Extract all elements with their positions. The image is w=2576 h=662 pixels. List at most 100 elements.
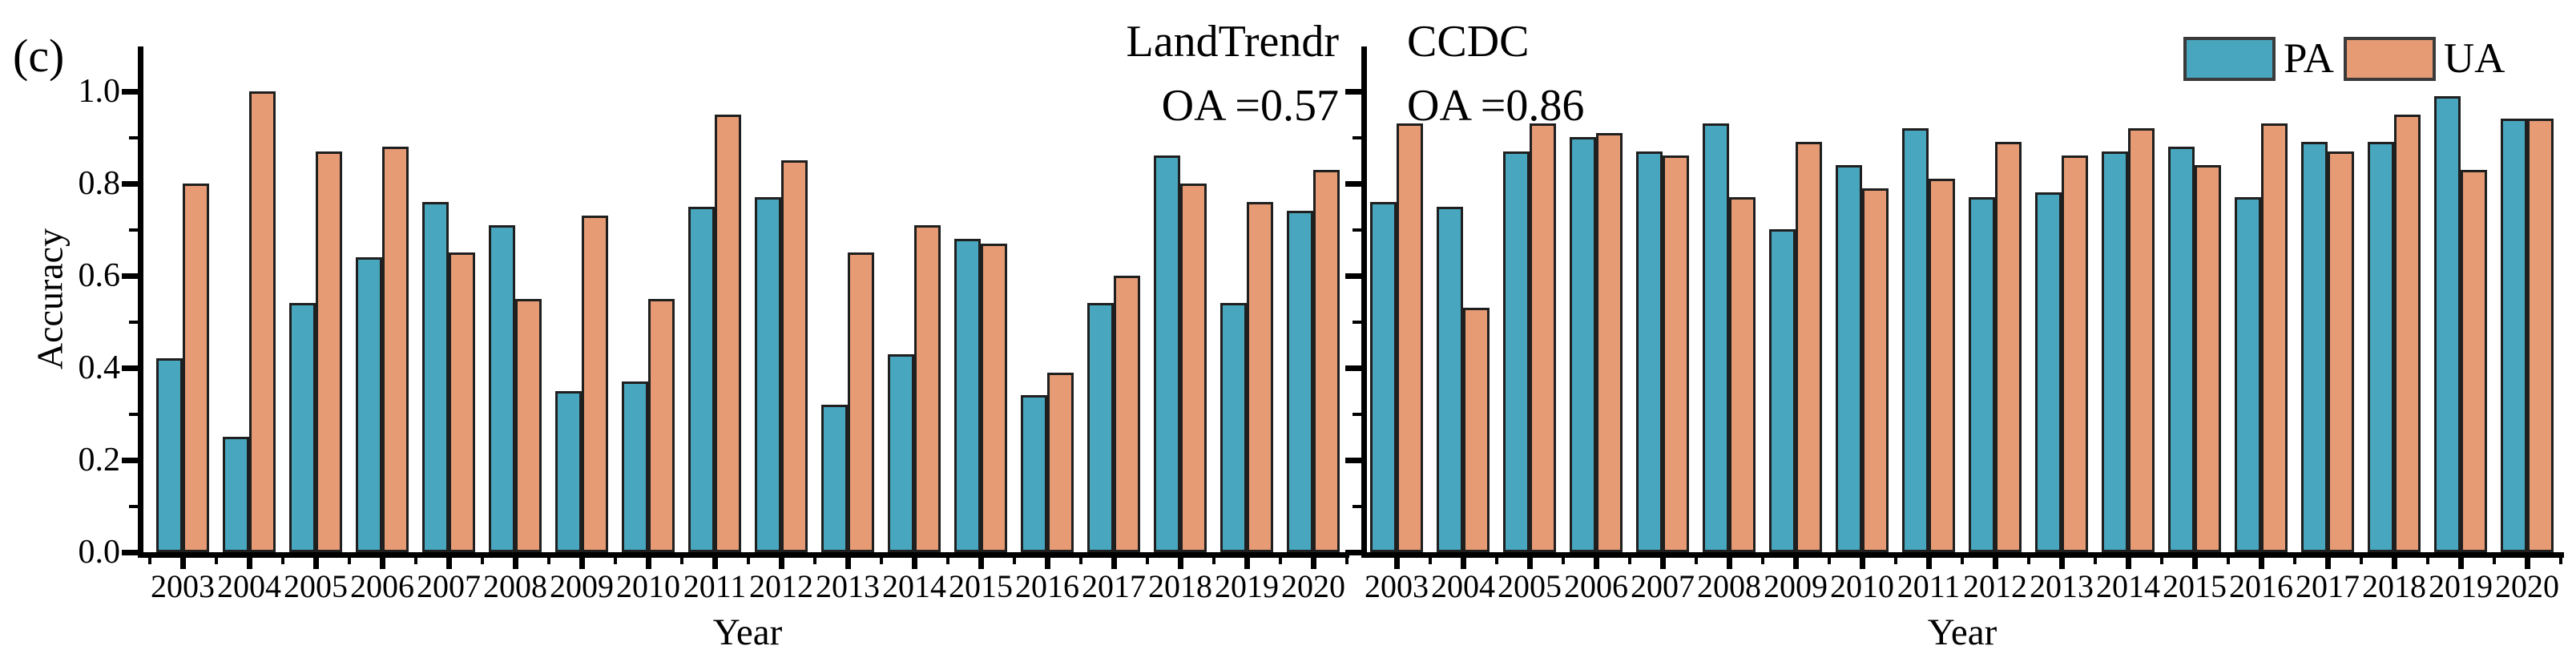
x-major-tick (512, 558, 518, 569)
panel-title-text: CCDC (1407, 17, 1530, 67)
x-minor-tick (679, 558, 683, 564)
bar-ua-2014 (914, 225, 941, 552)
bar-ua-2010 (648, 299, 675, 552)
x-minor-tick (1012, 558, 1016, 564)
bar-ua-2007 (449, 252, 475, 552)
y-tick-label-1.0: 1.0 (78, 73, 121, 110)
y-minor-tick (1353, 412, 1361, 416)
x-minor-tick (280, 558, 284, 564)
x-minor-tick (1694, 558, 1698, 564)
ccdc-panel-title: CCDC OA =0.86 (1407, 10, 1584, 138)
bar-pa-2007 (1636, 151, 1663, 552)
bar-pa-2019 (2434, 96, 2461, 552)
bar-ua-2012 (1995, 142, 2022, 552)
bar-pa-2016 (1021, 395, 1047, 552)
x-major-tick (712, 558, 718, 569)
bar-ua-2018 (1180, 184, 1207, 552)
x-axis-title-left: Year (712, 612, 783, 653)
y-major-tick (122, 549, 138, 555)
x-minor-tick (2026, 558, 2030, 564)
bar-pa-2011 (1902, 128, 1929, 552)
x-tick-label-2010: 2010 (616, 568, 680, 604)
x-major-tick (978, 558, 984, 569)
x-tick-label-2020: 2020 (2495, 568, 2559, 604)
x-major-tick (1044, 558, 1050, 569)
bar-pa-2003 (1370, 202, 1397, 552)
y-major-tick (1345, 180, 1361, 187)
bar-pa-2009 (555, 391, 582, 552)
x-major-tick (1726, 558, 1732, 569)
x-axis-title-right: Year (1927, 612, 1998, 653)
x-major-tick (2457, 558, 2464, 569)
figure-label: (c) (13, 30, 65, 82)
bar-ua-2017 (2328, 151, 2354, 552)
x-minor-tick (1627, 558, 1631, 564)
bar-pa-2005 (1503, 151, 1530, 552)
y-major-tick (122, 180, 138, 187)
x-minor-tick (347, 558, 351, 564)
x-major-tick (778, 558, 784, 569)
x-major-tick (1244, 558, 1250, 569)
x-major-tick (2258, 558, 2264, 569)
x-minor-tick (1561, 558, 1565, 564)
bar-pa-2013 (2035, 192, 2062, 552)
ua-legend-label: UA (2443, 34, 2505, 82)
x-minor-tick (945, 558, 949, 564)
x-minor-tick (2093, 558, 2097, 564)
x-major-tick (1177, 558, 1183, 569)
x-major-tick (445, 558, 452, 569)
bar-ua-2014 (2128, 128, 2155, 552)
x-tick-label-2006: 2006 (350, 568, 414, 604)
x-tick-label-2017: 2017 (1082, 568, 1146, 604)
bar-pa-2012 (1969, 197, 1995, 552)
bar-pa-2006 (1570, 137, 1596, 552)
x-tick-label-2008: 2008 (483, 568, 547, 604)
bar-ua-2015 (981, 244, 1007, 552)
bar-ua-2011 (715, 115, 741, 552)
bar-pa-2020 (1287, 211, 1313, 552)
x-minor-tick (2425, 558, 2429, 564)
x-tick-label-2016: 2016 (2229, 568, 2293, 604)
bar-ua-2003 (1397, 123, 1423, 552)
x-major-tick (1792, 558, 1799, 569)
bar-ua-2012 (781, 160, 808, 552)
bar-ua-2019 (2461, 170, 2487, 552)
y-tick-label-0.4: 0.4 (78, 349, 121, 386)
x-minor-tick (1344, 558, 1348, 564)
y-tick-label-0.6: 0.6 (78, 257, 121, 294)
bar-ua-2015 (2195, 165, 2221, 552)
x-major-tick (246, 558, 252, 569)
x-major-tick (1393, 558, 1400, 569)
x-minor-tick (1078, 558, 1082, 564)
y-tick-label-0.0: 0.0 (78, 534, 121, 571)
bar-pa-2008 (1703, 123, 1729, 552)
y-major-tick (122, 272, 138, 279)
y-minor-tick (129, 412, 138, 416)
x-major-tick (578, 558, 585, 569)
x-major-tick (1111, 558, 1117, 569)
x-minor-tick (812, 558, 816, 564)
x-minor-tick (1428, 558, 1432, 564)
y-minor-tick (1353, 320, 1361, 324)
x-tick-label-2004: 2004 (1431, 568, 1495, 604)
y-major-tick (1345, 457, 1361, 463)
y-major-tick (1345, 365, 1361, 371)
bar-pa-2004 (223, 437, 249, 552)
bar-ua-2004 (249, 91, 276, 552)
x-major-tick (2058, 558, 2065, 569)
x-minor-tick (2292, 558, 2296, 564)
x-major-tick (1925, 558, 1932, 569)
bar-pa-2005 (289, 303, 316, 552)
x-major-tick (2524, 558, 2530, 569)
x-tick-label-2018: 2018 (2362, 568, 2426, 604)
bar-ua-2016 (2261, 123, 2288, 552)
ccdc-panel: CCDC OA =0.86 2003 2004 2005 2006 2007 2008 20… (1345, 17, 2564, 603)
x-tick-label-2005: 2005 (1498, 568, 1562, 604)
y-tick-label-0.2: 0.2 (78, 442, 121, 478)
legend: PA UA (2183, 34, 2514, 83)
bar-ua-2004 (1463, 308, 1490, 552)
x-tick-label-2014: 2014 (882, 568, 946, 604)
x-minor-tick (214, 558, 218, 564)
x-tick-label-2007: 2007 (417, 568, 481, 604)
pa-legend-swatch (2183, 36, 2276, 81)
